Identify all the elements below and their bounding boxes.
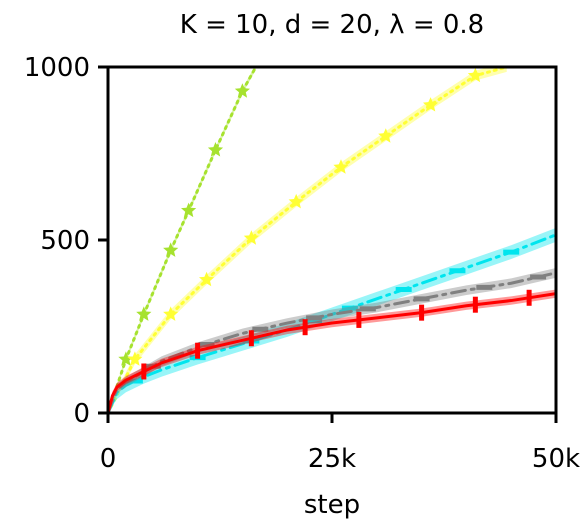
x-tick-label-0: 0 (100, 444, 117, 474)
y-tick-label-0: 0 (73, 399, 90, 429)
series-1-marker-7 (423, 97, 439, 112)
y-tick-label-2: 1000 (24, 53, 90, 83)
series-3 (108, 268, 556, 413)
plot-area (108, 67, 556, 413)
series-1-marker-2 (199, 271, 215, 287)
series-0-marker-3 (181, 202, 197, 218)
y-tick-label-1: 500 (40, 226, 90, 256)
series-4-line (108, 292, 556, 413)
series-1-marker-5 (333, 159, 349, 174)
series-0-marker-0 (118, 351, 134, 366)
series-2 (108, 227, 556, 413)
chart-title: K = 10, d = 20, λ = 0.8 (180, 10, 484, 40)
series-1-marker-0 (127, 351, 143, 366)
y-tick-labels: 0 500 1000 (24, 53, 90, 429)
x-tick-label-1: 25k (308, 444, 356, 474)
series-1-marker-6 (378, 128, 394, 143)
series-0 (108, 67, 258, 413)
series-1-marker-4 (288, 193, 304, 209)
series-0-marker-4 (207, 142, 224, 157)
series-1-marker-3 (243, 230, 259, 245)
series-3-line (108, 271, 556, 413)
x-tick-label-2: 50k (532, 444, 580, 474)
series-1-marker-8 (467, 67, 483, 83)
series-4 (108, 289, 556, 413)
axes (98, 65, 558, 423)
series-0-marker-2 (163, 242, 179, 257)
series-1 (108, 67, 509, 413)
series-0-line (108, 67, 258, 413)
x-tick-labels: 0 25k 50k (100, 444, 580, 474)
x-axis-label: step (304, 490, 360, 520)
series-1-marker-1 (163, 306, 179, 321)
series-0-marker-1 (136, 306, 152, 321)
series-0-marker-5 (234, 83, 250, 98)
